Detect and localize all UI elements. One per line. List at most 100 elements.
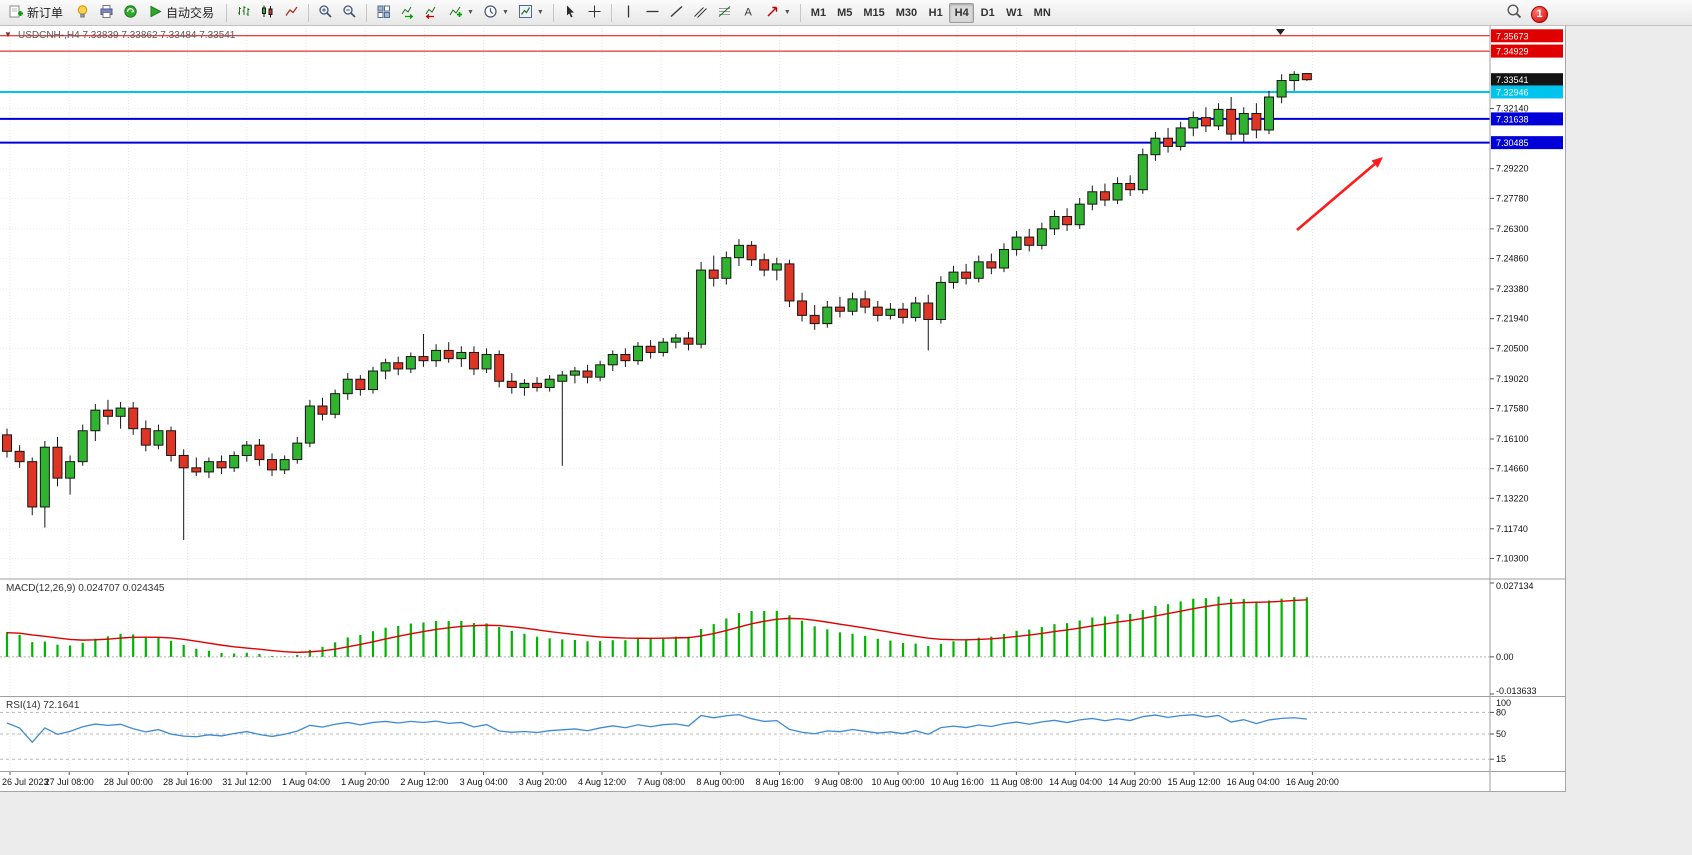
- main-toolbar: 新订单 自动交易: [0, 0, 1692, 26]
- timeframe-m5-button[interactable]: M5: [837, 6, 853, 19]
- toolbar-separator: [799, 3, 801, 22]
- svg-text:7.29220: 7.29220: [1496, 164, 1529, 174]
- autotrading-label: 自动交易: [166, 6, 215, 20]
- chevron-down-icon: ▼: [467, 9, 474, 16]
- svg-text:0.027134: 0.027134: [1496, 581, 1534, 591]
- indicators-icon: [448, 4, 463, 22]
- annotation-arrow: [1296, 157, 1383, 231]
- price-badge: [1491, 136, 1563, 150]
- cursor-button[interactable]: [559, 2, 582, 24]
- svg-text:16 Aug 04:00: 16 Aug 04:00: [1227, 777, 1280, 787]
- arrows-button[interactable]: ▼: [761, 2, 795, 24]
- toolbar-separator: [226, 3, 228, 22]
- chevron-down-icon: ▼: [536, 9, 544, 16]
- metaeditor-button[interactable]: [71, 2, 94, 24]
- community-button[interactable]: [119, 2, 142, 24]
- rsi-indicator-label: RSI(14) 72.1641: [6, 700, 80, 711]
- svg-text:7 Aug 08:00: 7 Aug 08:00: [637, 777, 685, 787]
- price-badge: [1491, 112, 1563, 126]
- grid: [0, 28, 1490, 770]
- timeframe-m1-button[interactable]: M1: [810, 6, 827, 19]
- svg-text:15: 15: [1496, 754, 1506, 764]
- svg-text:3 Aug 04:00: 3 Aug 04:00: [460, 777, 508, 787]
- svg-text:7.32140: 7.32140: [1496, 104, 1529, 114]
- equidistant-channel-icon: [693, 4, 708, 22]
- svg-text:14 Aug 20:00: 14 Aug 20:00: [1108, 777, 1161, 787]
- chart-canvas[interactable]: 7.32140 7.29220 7.27780 7.26300 7.24860 7.233…: [0, 26, 1566, 792]
- rsi-line: [6, 713, 1307, 744]
- svg-text:7.17580: 7.17580: [1496, 403, 1529, 413]
- zoom-out-button[interactable]: [338, 2, 361, 24]
- tile-windows-button[interactable]: [372, 2, 395, 24]
- timeframe-mn-button[interactable]: MN: [1033, 6, 1051, 19]
- timeframe-d1-button[interactable]: D1: [980, 6, 995, 19]
- svg-text:10 Aug 16:00: 10 Aug 16:00: [931, 777, 984, 787]
- line-chart-button[interactable]: [280, 2, 303, 24]
- timeframe-w1-button[interactable]: W1: [1006, 6, 1023, 19]
- chart-title: USDCNH-,H4 7.33839 7.33862 7.33484 7.335…: [18, 30, 236, 41]
- equidistant-channel-button[interactable]: [689, 2, 712, 24]
- auto-scroll-button[interactable]: [396, 2, 419, 24]
- print-icon: [99, 4, 114, 22]
- fibonacci-button[interactable]: [713, 2, 736, 24]
- svg-text:A: A: [744, 6, 752, 18]
- svg-text:4 Aug 12:00: 4 Aug 12:00: [578, 777, 626, 787]
- toolbar-separator: [366, 3, 368, 22]
- timeframe-m15-button[interactable]: M15: [863, 6, 885, 19]
- new-order-button[interactable]: 新订单: [4, 2, 70, 24]
- svg-text:100: 100: [1496, 698, 1511, 708]
- trendline-button[interactable]: [665, 2, 688, 24]
- svg-text:7.19020: 7.19020: [1496, 374, 1529, 384]
- rsi-panel: 80 50 15 100: [0, 698, 1511, 764]
- zoom-in-button[interactable]: [314, 2, 337, 24]
- crosshair-button[interactable]: [583, 2, 606, 24]
- community-icon: [123, 4, 138, 22]
- arrows-icon: [765, 4, 780, 22]
- svg-text:7.33541: 7.33541: [1496, 75, 1529, 85]
- metaeditor-icon: [75, 4, 90, 22]
- autotrading-button[interactable]: 自动交易: [143, 2, 221, 24]
- chart-window[interactable]: ▼ USDCNH-,H4 7.33839 7.33862 7.33484 7.3…: [0, 26, 1566, 792]
- chart-shift-button[interactable]: [420, 2, 443, 24]
- svg-text:2 Aug 12:00: 2 Aug 12:00: [400, 777, 448, 787]
- svg-text:28 Jul 00:00: 28 Jul 00:00: [104, 777, 153, 787]
- templates-button[interactable]: ▼: [514, 2, 548, 24]
- candlestick-chart-button[interactable]: [256, 2, 279, 24]
- scroll-end-marker: [1276, 29, 1285, 35]
- autotrading-icon: [148, 4, 163, 22]
- notification-badge[interactable]: 1: [1531, 5, 1548, 23]
- zoom-in-icon: [318, 4, 333, 22]
- horizontal-line-icon: [645, 4, 660, 22]
- price-badge: [1491, 85, 1563, 99]
- horizontal-line-button[interactable]: [641, 2, 664, 24]
- cursor-icon: [563, 4, 578, 22]
- svg-text:15 Aug 12:00: 15 Aug 12:00: [1167, 777, 1220, 787]
- timeframe-h4-button[interactable]: H4: [949, 2, 975, 23]
- chevron-down-icon: ▼: [501, 9, 509, 16]
- bar-chart-button[interactable]: [232, 2, 255, 24]
- panel-separators: [0, 26, 1566, 792]
- candlestick-chart-icon: [260, 4, 275, 22]
- text-button[interactable]: A: [737, 2, 760, 24]
- vertical-line-button[interactable]: [617, 2, 640, 24]
- one-click-trading-toggle[interactable]: ▼: [4, 30, 12, 39]
- price-badge: [1491, 29, 1563, 43]
- periods-button[interactable]: ▼: [479, 2, 513, 24]
- svg-text:7.23380: 7.23380: [1496, 284, 1529, 294]
- svg-text:50: 50: [1496, 729, 1506, 739]
- timeframe-h1-button[interactable]: H1: [928, 6, 943, 19]
- timeframe-m30-button[interactable]: M30: [895, 6, 918, 19]
- auto-scroll-icon: [400, 4, 415, 22]
- indicators-button[interactable]: ▼: [444, 2, 478, 24]
- print-button[interactable]: [95, 2, 118, 24]
- chart-shift-icon: [424, 4, 439, 22]
- search-icon[interactable]: [1506, 3, 1523, 25]
- svg-text:1 Aug 20:00: 1 Aug 20:00: [341, 777, 389, 787]
- trendline-icon: [669, 4, 684, 22]
- svg-text:11 Aug 08:00: 11 Aug 08:00: [990, 777, 1042, 787]
- svg-text:80: 80: [1496, 707, 1506, 717]
- svg-text:10 Aug 00:00: 10 Aug 00:00: [871, 777, 924, 787]
- svg-text:14 Aug 04:00: 14 Aug 04:00: [1049, 777, 1102, 787]
- candles: [2, 29, 1312, 540]
- svg-text:7.27780: 7.27780: [1496, 193, 1529, 203]
